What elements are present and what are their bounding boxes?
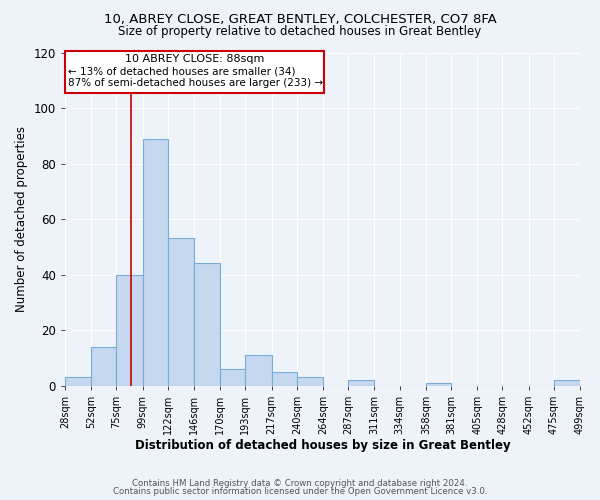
Bar [426, 383, 451, 386]
Bar [168, 238, 194, 386]
Bar [554, 380, 580, 386]
Bar [348, 380, 374, 386]
Bar [194, 264, 220, 386]
Bar [116, 274, 143, 386]
Text: Contains HM Land Registry data © Crown copyright and database right 2024.: Contains HM Land Registry data © Crown c… [132, 478, 468, 488]
Text: ← 13% of detached houses are smaller (34): ← 13% of detached houses are smaller (34… [68, 66, 296, 76]
Y-axis label: Number of detached properties: Number of detached properties [15, 126, 28, 312]
Text: 87% of semi-detached houses are larger (233) →: 87% of semi-detached houses are larger (… [68, 78, 323, 88]
Text: Size of property relative to detached houses in Great Bentley: Size of property relative to detached ho… [118, 25, 482, 38]
Text: 10 ABREY CLOSE: 88sqm: 10 ABREY CLOSE: 88sqm [125, 54, 264, 64]
Bar [220, 369, 245, 386]
Bar [65, 377, 91, 386]
Bar [272, 372, 297, 386]
Bar [245, 355, 272, 386]
Bar [297, 377, 323, 386]
Bar [91, 346, 116, 386]
Bar [143, 138, 168, 386]
Text: 10, ABREY CLOSE, GREAT BENTLEY, COLCHESTER, CO7 8FA: 10, ABREY CLOSE, GREAT BENTLEY, COLCHEST… [104, 12, 496, 26]
Text: Contains public sector information licensed under the Open Government Licence v3: Contains public sector information licen… [113, 487, 487, 496]
X-axis label: Distribution of detached houses by size in Great Bentley: Distribution of detached houses by size … [134, 440, 510, 452]
Bar [65, 51, 324, 92]
